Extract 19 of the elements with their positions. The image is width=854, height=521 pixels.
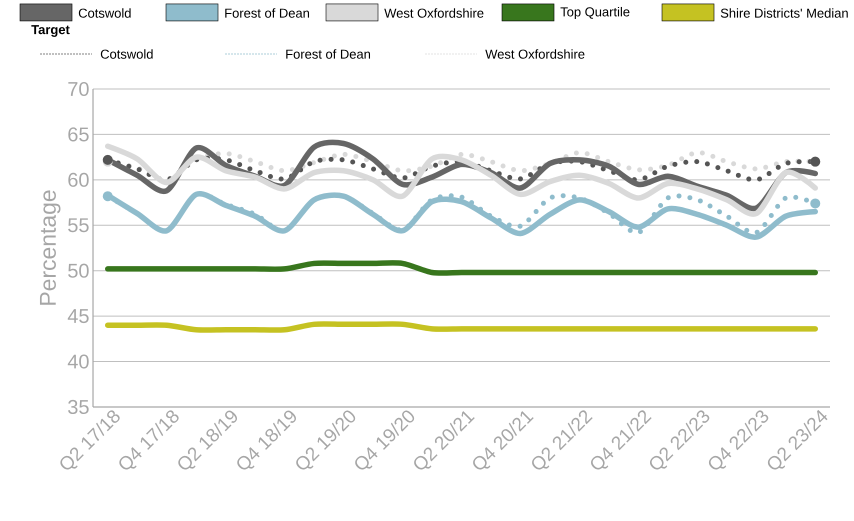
y-tick-label: 65: [68, 127, 89, 142]
point: [810, 198, 820, 208]
legend-label: Shire Districts' Median: [720, 8, 848, 18]
y-tick-label: 60: [68, 172, 89, 187]
legend-title: Target: [31, 25, 70, 37]
legend-label: Forest of Dean: [286, 49, 370, 59]
y-axis-title: Percentage: [40, 190, 60, 305]
legend-label: West Oxfordshire: [485, 49, 584, 59]
y-tick-label: 40: [68, 354, 89, 369]
legend-label: Top Quartile: [560, 6, 630, 20]
point: [102, 191, 113, 202]
legend-label: Forest of Dean: [225, 8, 310, 18]
y-tick-label: 55: [68, 218, 89, 232]
y-tick-label: 50: [68, 264, 89, 278]
legend-label: Cotswold: [78, 8, 131, 18]
y-tick-label: 45: [68, 309, 89, 324]
y-tick-label: 70: [68, 82, 89, 96]
legend-label: West Oxfordshire: [384, 8, 484, 18]
legend-label: Cotswold: [100, 49, 153, 59]
